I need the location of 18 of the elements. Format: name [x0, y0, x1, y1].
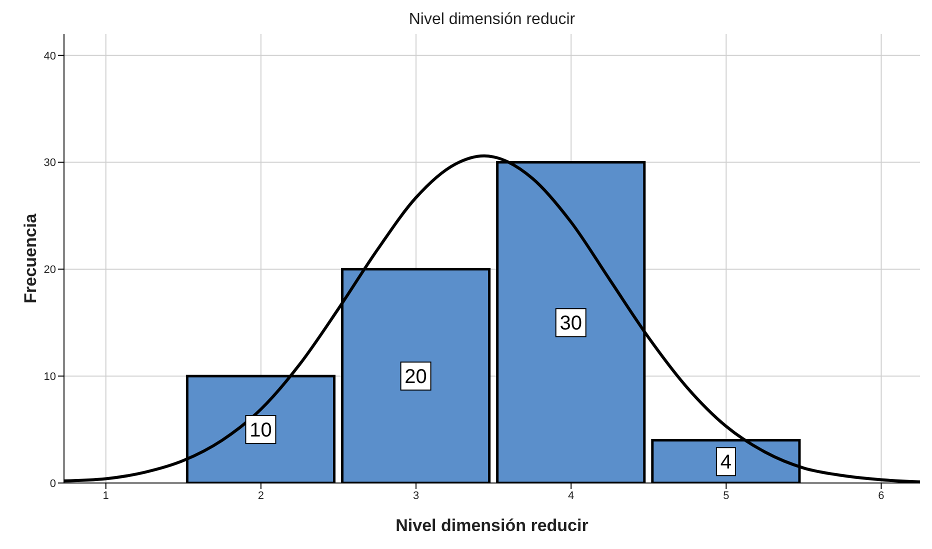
x-tick-label: 6 [878, 490, 884, 502]
data-label: 30 [560, 312, 582, 335]
y-tick-label: 10 [44, 371, 56, 383]
y-tick-label: 40 [44, 50, 56, 62]
x-tick-label: 5 [723, 490, 730, 502]
data-label: 10 [250, 420, 272, 442]
x-tick-label: 4 [568, 490, 574, 502]
x-tick-label: 1 [102, 490, 109, 502]
data-label: 4 [720, 452, 732, 474]
y-tick-label: 20 [44, 264, 56, 276]
x-tick-label: 2 [258, 490, 264, 502]
y-axis-title: Frecuencia [21, 213, 40, 304]
data-label: 20 [404, 366, 427, 388]
y-tick-label: 0 [50, 478, 56, 490]
x-axis-title: Nivel dimensión reducir [396, 516, 589, 535]
x-tick-label: 3 [412, 490, 420, 502]
y-tick-label: 30 [44, 157, 56, 170]
chart-title: Nivel dimensión reducir [408, 11, 576, 28]
